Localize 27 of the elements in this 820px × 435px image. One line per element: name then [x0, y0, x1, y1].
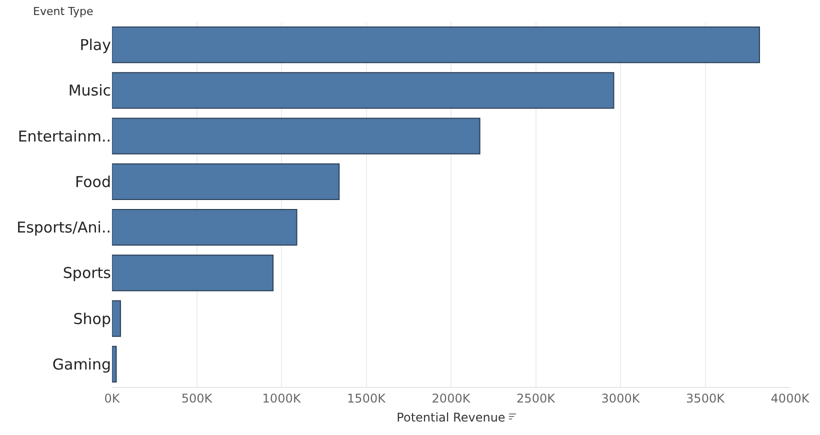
bar [112, 118, 480, 154]
x-tick-label: 1000K [262, 391, 302, 406]
y-tick-label: Entertainm.. [18, 127, 111, 146]
x-tick-label: 2500K [516, 391, 556, 406]
x-tick-label: 2000K [432, 391, 472, 406]
y-axis-title: Event Type [33, 5, 94, 18]
x-tick-label: 4000K [770, 391, 810, 406]
bar [112, 346, 117, 382]
y-tick-label: Play [80, 36, 112, 54]
x-tick-label: 3000K [601, 391, 641, 406]
x-tick-label: 500K [181, 391, 214, 406]
x-axis-title: Potential Revenue [396, 410, 506, 424]
y-tick-label: Shop [73, 310, 111, 328]
x-tick-label: 3500K [686, 391, 726, 406]
y-tick-label: Gaming [52, 355, 111, 374]
y-tick-label: Music [68, 82, 111, 100]
bar [112, 72, 614, 109]
y-tick-label: Sports [62, 264, 112, 282]
bar [112, 209, 298, 246]
x-tick-label: 0K [104, 391, 121, 406]
y-tick-label: Esports/Ani.. [16, 218, 111, 237]
bar [112, 163, 340, 200]
y-tick-label: Food [75, 172, 111, 191]
bar [112, 300, 121, 337]
bar [112, 26, 760, 64]
bar [112, 254, 274, 292]
x-tick-label: 1500K [347, 391, 387, 406]
